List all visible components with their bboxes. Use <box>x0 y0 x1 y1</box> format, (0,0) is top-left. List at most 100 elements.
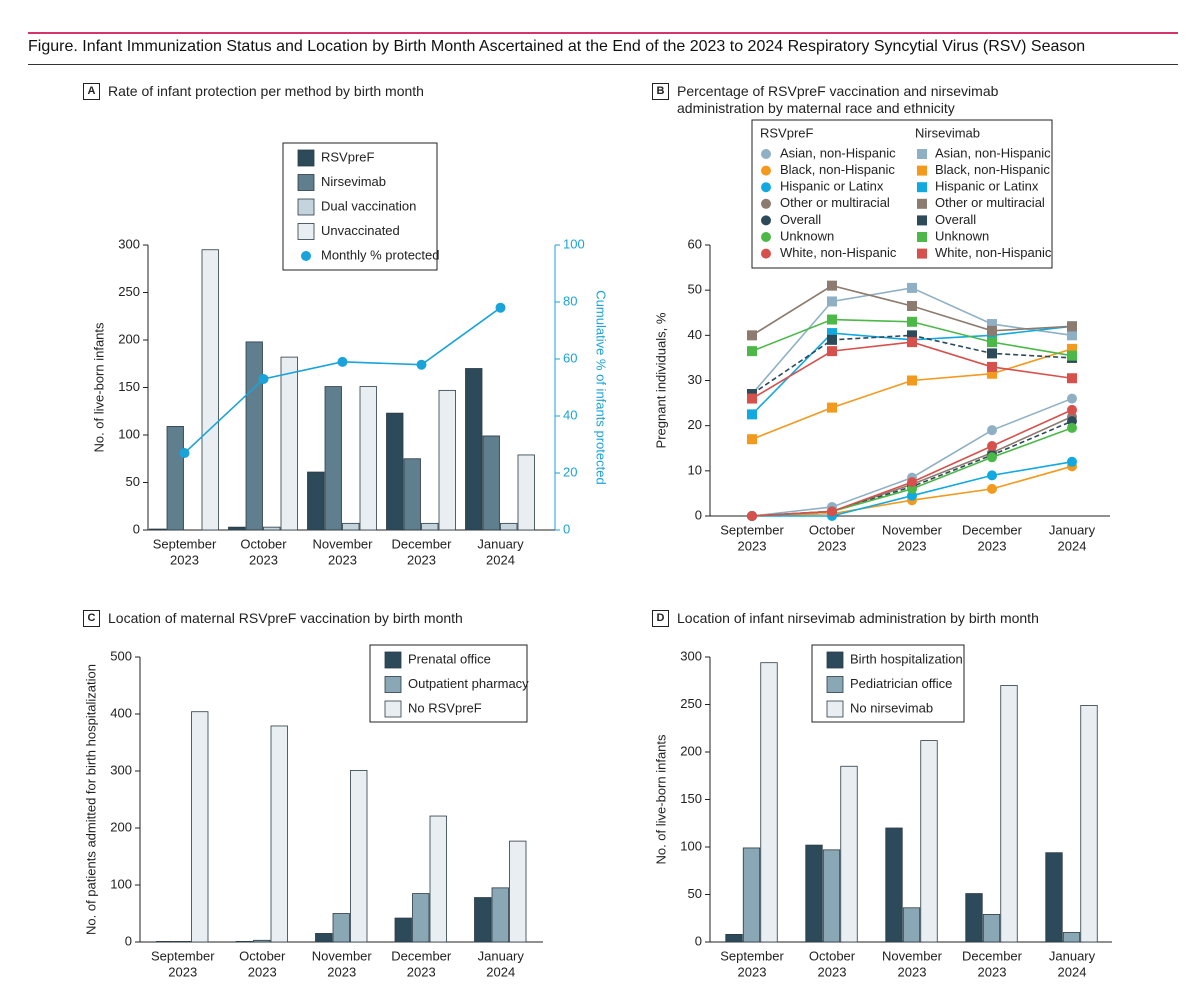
legend-label: Other or multiracial <box>935 195 1045 210</box>
bar <box>421 522 439 531</box>
point <box>907 337 917 348</box>
bar <box>982 914 1001 943</box>
bar <box>1000 685 1018 943</box>
legend-label: Prenatal office <box>408 651 491 666</box>
point <box>1067 321 1077 332</box>
y-tick-label: 0 <box>695 933 702 948</box>
point <box>987 361 997 372</box>
y-axis-title: No. of live-born infants <box>653 734 668 865</box>
x-tick-label: December <box>391 948 452 963</box>
legend-box <box>751 119 1053 269</box>
legend-swatch <box>384 676 402 693</box>
y-tick-label: 0 <box>695 507 702 522</box>
legend-swatch <box>761 165 771 176</box>
point <box>987 337 997 348</box>
point <box>827 506 837 517</box>
y-tick-label: 50 <box>126 474 140 489</box>
y-tick-label: 200 <box>118 331 140 346</box>
point <box>179 448 190 459</box>
y2-tick-label: 80 <box>563 293 577 308</box>
point <box>747 511 757 521</box>
point <box>907 330 917 341</box>
legend-heading: Nirsevimab <box>915 125 980 140</box>
x-tick-label: 2023 <box>407 552 436 567</box>
bar <box>482 435 500 531</box>
point <box>747 346 757 357</box>
legend-label: White, non-Hispanic <box>780 245 897 260</box>
point <box>907 477 917 488</box>
x-tick-label: 2023 <box>327 964 356 979</box>
legend-swatch <box>384 651 402 669</box>
legend-swatch <box>301 251 311 261</box>
x-tick-label: September <box>720 948 784 963</box>
point <box>987 470 997 481</box>
bar <box>1080 705 1098 943</box>
legend-swatch <box>761 215 771 226</box>
x-tick-label: October <box>240 536 287 551</box>
panel-header: B Percentage of RSVpreF vaccination and n… <box>652 83 1082 117</box>
legend-swatch <box>917 232 927 242</box>
legend-swatch <box>297 149 315 167</box>
point <box>495 302 506 313</box>
y2-tick-label: 100 <box>563 236 585 251</box>
panel-label: A <box>83 83 100 100</box>
point <box>258 373 269 384</box>
point <box>987 368 997 379</box>
legend-swatch <box>384 700 402 718</box>
x-tick-label: 2023 <box>168 964 197 979</box>
legend-swatch <box>826 700 844 718</box>
bar <box>270 725 288 943</box>
bar <box>235 941 253 943</box>
y-axis-title: Pregnant individuals, % <box>653 312 668 448</box>
y-tick-label: 250 <box>680 696 702 711</box>
bar <box>805 844 823 943</box>
legend-label: Black, non-Hispanic <box>935 162 1050 177</box>
point <box>337 356 348 367</box>
y-tick-label: 150 <box>680 791 702 806</box>
x-tick-label: 2023 <box>978 964 1007 979</box>
legend-label: Outpatient pharmacy <box>408 676 529 691</box>
point <box>747 434 757 445</box>
bar <box>149 528 167 531</box>
legend-label: Monthly % protected <box>321 247 440 262</box>
x-tick-label: 2023 <box>249 552 278 567</box>
x-tick-label: 2023 <box>248 964 277 979</box>
legend-label: Unknown <box>780 228 834 243</box>
x-tick-label: October <box>809 522 856 537</box>
bar <box>245 341 263 531</box>
legend-swatch <box>761 248 771 259</box>
bar <box>742 847 761 943</box>
bar <box>438 389 456 531</box>
y-tick-label: 300 <box>118 236 140 251</box>
x-tick-label: 2024 <box>1058 964 1087 979</box>
legend-swatch <box>297 174 315 191</box>
point <box>827 296 837 307</box>
x-tick-label: November <box>312 948 373 963</box>
legend-swatch <box>761 182 771 193</box>
x-tick-label: 2023 <box>738 964 767 979</box>
legend-swatch <box>917 215 927 226</box>
bar <box>342 522 360 531</box>
legend-swatch <box>917 149 927 159</box>
legend-label: Asian, non-Hispanic <box>780 145 896 160</box>
point <box>747 393 757 404</box>
legend-label: Hispanic or Latinx <box>780 179 884 194</box>
series-line <box>751 341 1073 400</box>
point <box>987 452 997 463</box>
panel-header: A Rate of infant protection per method by… <box>83 83 583 100</box>
panel-header: D Location of infant nirsevimab administr… <box>652 610 1152 627</box>
legend-swatch <box>917 182 927 193</box>
x-tick-label: 2023 <box>738 538 767 553</box>
y-tick-label: 10 <box>688 462 702 477</box>
x-tick-label: September <box>153 536 217 551</box>
point <box>827 334 837 345</box>
point <box>987 483 997 494</box>
point <box>747 409 757 420</box>
bar <box>280 356 298 531</box>
legend-label: Nirsevimab <box>321 174 386 189</box>
y-tick-label: 500 <box>110 648 132 663</box>
bar <box>191 711 209 943</box>
y-tick-label: 100 <box>680 838 702 853</box>
legend-label: Dual vaccination <box>321 198 416 213</box>
